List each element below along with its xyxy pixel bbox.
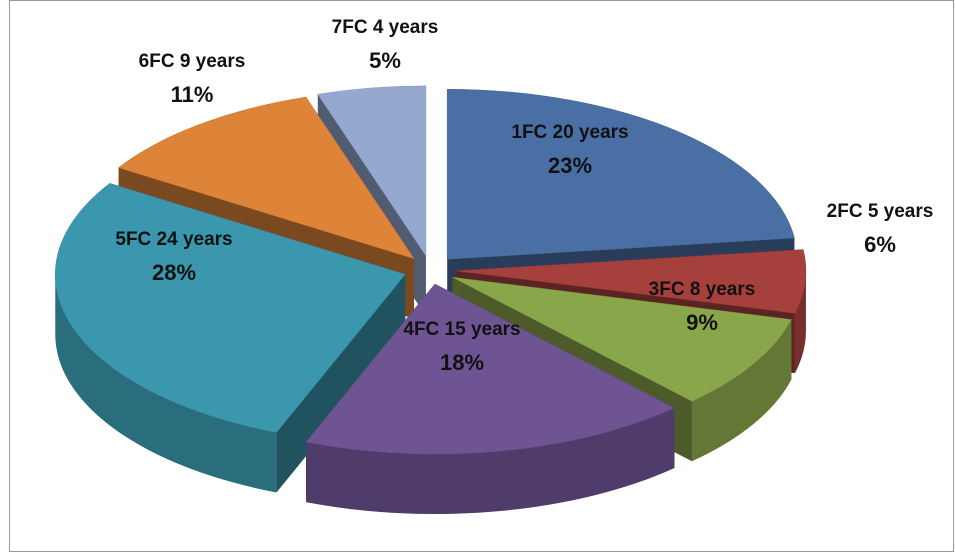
slice-value: 6% [864,232,896,257]
slice [452,277,792,402]
slice-value: 9% [686,310,718,335]
slice-side [691,319,792,462]
slice-label: 7FC 4 years [332,17,439,38]
slice [305,283,676,455]
slice-label: 4FC 15 years [403,319,520,340]
slice [55,183,406,433]
slice-value: 18% [440,350,484,375]
slice-side [276,274,406,493]
slice-label: 5FC 24 years [115,229,232,250]
slice-label: 1FC 20 years [511,122,628,143]
slice-label: 2FC 5 years [827,201,934,222]
slice [317,85,427,257]
slice [118,96,415,260]
slice-value: 28% [152,260,196,285]
slice [446,89,795,260]
slice-value: 23% [548,153,592,178]
slice-label: 6FC 9 years [139,51,246,72]
slice-side [306,407,675,515]
slice-side [55,274,277,493]
slice-label: 3FC 8 years [649,279,756,300]
slice-side [794,270,806,374]
slice-value: 5% [369,48,401,73]
slice-value: 11% [171,82,214,107]
slice [455,249,807,314]
